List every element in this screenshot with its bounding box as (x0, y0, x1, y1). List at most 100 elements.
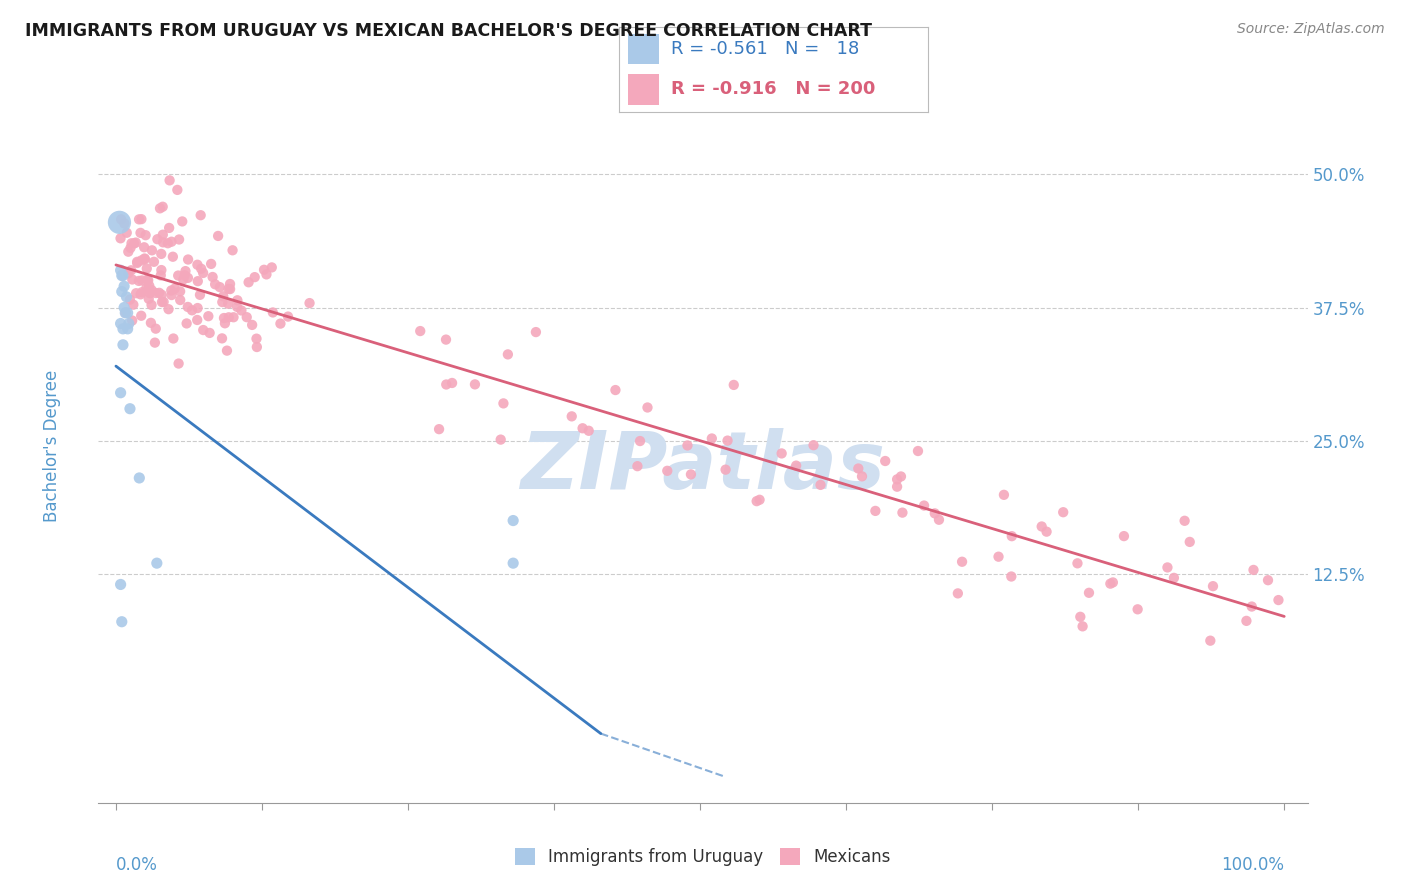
Point (714, 463, 737, 477)
Point (166, 183, 188, 197)
Point (152, 235, 174, 250)
Point (135, 281, 157, 295)
Point (993, 488, 1015, 502)
Point (134, 252, 156, 266)
Point (187, 274, 209, 288)
Point (149, 202, 172, 216)
Point (136, 273, 159, 287)
Point (177, 271, 200, 285)
Point (1178, 535, 1201, 549)
Point (152, 295, 174, 310)
Point (208, 280, 231, 294)
Point (489, 433, 512, 447)
Point (117, 322, 139, 336)
Point (1199, 633, 1222, 648)
Point (1163, 571, 1185, 585)
Text: Source: ZipAtlas.com: Source: ZipAtlas.com (1237, 22, 1385, 37)
Point (118, 401, 141, 416)
Point (111, 268, 134, 283)
Point (150, 295, 173, 310)
Text: ZIPatlas: ZIPatlas (520, 428, 886, 507)
Point (1112, 529, 1135, 543)
Point (785, 458, 807, 473)
Point (122, 236, 145, 251)
Point (181, 303, 204, 318)
Point (240, 318, 263, 332)
Point (141, 283, 163, 297)
Point (186, 258, 208, 272)
Point (1052, 505, 1074, 519)
Point (112, 279, 135, 293)
Point (212, 311, 235, 326)
Point (120, 263, 142, 277)
Point (114, 306, 136, 320)
Text: R = -0.916   N = 200: R = -0.916 N = 200 (671, 80, 876, 98)
Point (886, 472, 908, 486)
Point (121, 313, 143, 327)
Point (176, 317, 198, 331)
Point (169, 293, 191, 307)
Point (167, 232, 190, 246)
Point (142, 254, 165, 268)
Point (628, 434, 651, 448)
Point (117, 306, 139, 320)
Point (129, 226, 152, 240)
Point (112, 301, 135, 315)
Point (1078, 586, 1101, 600)
Point (117, 244, 139, 259)
Point (146, 232, 169, 246)
Point (146, 556, 169, 570)
Point (496, 347, 519, 361)
Point (118, 317, 141, 331)
Point (172, 272, 194, 286)
Text: IMMIGRANTS FROM URUGUAY VS MEXICAN BACHELOR'S DEGREE CORRELATION CHART: IMMIGRANTS FROM URUGUAY VS MEXICAN BACHE… (25, 22, 872, 40)
Point (177, 252, 200, 267)
Point (186, 313, 208, 327)
Point (131, 212, 153, 227)
Point (163, 282, 186, 296)
Point (128, 274, 150, 288)
Point (256, 268, 278, 282)
Point (200, 257, 222, 271)
Point (156, 236, 179, 251)
Point (167, 357, 190, 371)
Point (502, 556, 524, 570)
Point (110, 263, 132, 277)
Point (222, 310, 245, 325)
Point (207, 229, 229, 244)
Point (117, 267, 139, 281)
Point (243, 270, 266, 285)
Point (235, 310, 257, 325)
Point (217, 296, 239, 310)
Point (219, 277, 242, 291)
Point (150, 247, 173, 261)
Point (187, 301, 209, 315)
Bar (628, 74, 659, 104)
Point (409, 324, 432, 338)
Point (169, 285, 191, 299)
Point (211, 295, 233, 310)
Point (174, 264, 197, 278)
Text: 0.0%: 0.0% (115, 856, 157, 874)
Point (434, 377, 457, 392)
Point (128, 471, 150, 485)
Point (231, 303, 253, 318)
Point (1031, 519, 1053, 533)
Point (262, 305, 284, 319)
Point (177, 300, 200, 314)
Point (159, 173, 181, 187)
Point (1035, 524, 1057, 539)
Bar (628, 34, 659, 64)
Point (657, 464, 679, 478)
Point (173, 268, 195, 283)
Point (626, 459, 648, 474)
Point (201, 270, 224, 285)
Point (886, 480, 908, 494)
Point (269, 317, 291, 331)
Point (125, 235, 148, 250)
Point (928, 513, 950, 527)
Point (214, 316, 236, 330)
Point (219, 282, 242, 296)
Point (716, 434, 738, 448)
Point (131, 273, 153, 287)
